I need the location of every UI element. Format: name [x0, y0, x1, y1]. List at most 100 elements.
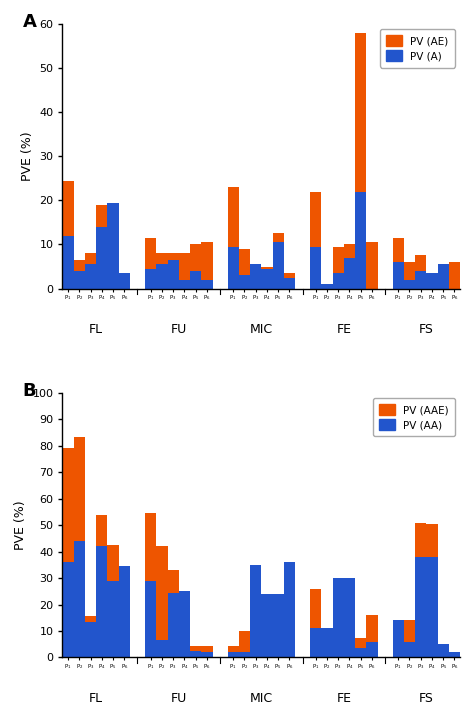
- Bar: [250, 565, 261, 657]
- Text: FU: FU: [171, 692, 187, 705]
- Bar: [201, 652, 212, 657]
- Bar: [179, 592, 190, 657]
- Bar: [145, 581, 156, 657]
- Bar: [239, 652, 250, 657]
- Y-axis label: PVE (%): PVE (%): [14, 500, 27, 550]
- Bar: [85, 265, 96, 288]
- Bar: [321, 284, 333, 288]
- Bar: [119, 566, 130, 657]
- Bar: [284, 562, 295, 657]
- Bar: [321, 628, 333, 657]
- Bar: [310, 247, 321, 288]
- Text: A: A: [23, 14, 36, 32]
- Bar: [392, 262, 404, 288]
- Text: B: B: [23, 382, 36, 400]
- Bar: [449, 262, 460, 288]
- Bar: [63, 236, 74, 288]
- Bar: [273, 594, 284, 657]
- Bar: [366, 642, 378, 657]
- Bar: [426, 557, 438, 657]
- Bar: [228, 187, 239, 247]
- Bar: [344, 578, 355, 657]
- Bar: [201, 280, 212, 288]
- Bar: [156, 546, 167, 640]
- Text: FE: FE: [337, 323, 351, 336]
- Bar: [74, 541, 85, 657]
- Bar: [85, 617, 96, 622]
- Text: FS: FS: [419, 692, 434, 705]
- Bar: [190, 271, 201, 288]
- Bar: [145, 269, 156, 288]
- Bar: [96, 515, 108, 546]
- Bar: [201, 242, 212, 280]
- Bar: [344, 244, 355, 257]
- Bar: [333, 273, 344, 288]
- Bar: [74, 260, 85, 271]
- Bar: [366, 615, 378, 642]
- Bar: [108, 581, 119, 657]
- Bar: [344, 257, 355, 288]
- Bar: [96, 546, 108, 657]
- Bar: [404, 642, 415, 657]
- Bar: [426, 273, 438, 288]
- Bar: [179, 280, 190, 288]
- Bar: [108, 545, 119, 581]
- Bar: [167, 570, 179, 593]
- Bar: [228, 247, 239, 288]
- Bar: [415, 271, 426, 288]
- Bar: [179, 253, 190, 280]
- Bar: [310, 589, 321, 628]
- Legend: PV (AAE), PV (AA): PV (AAE), PV (AA): [373, 398, 455, 437]
- Bar: [355, 33, 366, 191]
- Bar: [190, 645, 201, 651]
- Bar: [119, 273, 130, 288]
- Bar: [239, 631, 250, 652]
- Bar: [355, 637, 366, 648]
- Bar: [190, 244, 201, 271]
- Bar: [156, 265, 167, 288]
- Bar: [63, 181, 74, 236]
- Bar: [310, 628, 321, 657]
- Bar: [426, 524, 438, 557]
- Bar: [190, 651, 201, 657]
- Bar: [63, 448, 74, 562]
- Bar: [145, 513, 156, 581]
- Bar: [167, 260, 179, 288]
- Bar: [228, 652, 239, 657]
- Bar: [438, 265, 449, 288]
- Bar: [250, 265, 261, 288]
- Bar: [392, 238, 404, 262]
- Bar: [310, 191, 321, 247]
- Bar: [108, 203, 119, 288]
- Text: MIC: MIC: [250, 692, 273, 705]
- Bar: [449, 652, 460, 657]
- Text: FL: FL: [89, 692, 103, 705]
- Bar: [404, 280, 415, 288]
- Bar: [273, 234, 284, 242]
- Bar: [333, 247, 344, 273]
- Bar: [415, 557, 426, 657]
- Bar: [85, 622, 96, 657]
- Bar: [284, 273, 295, 277]
- Text: FE: FE: [337, 692, 351, 705]
- Text: MIC: MIC: [250, 323, 273, 336]
- Bar: [404, 620, 415, 642]
- Bar: [156, 253, 167, 265]
- Bar: [167, 593, 179, 657]
- Bar: [392, 620, 404, 657]
- Bar: [355, 648, 366, 657]
- Bar: [355, 191, 366, 288]
- Bar: [167, 253, 179, 260]
- Text: FL: FL: [89, 323, 103, 336]
- Bar: [74, 271, 85, 288]
- Bar: [404, 262, 415, 280]
- Legend: PV (AE), PV (A): PV (AE), PV (A): [380, 29, 455, 67]
- Bar: [261, 267, 273, 269]
- Bar: [96, 205, 108, 227]
- Bar: [228, 645, 239, 652]
- Bar: [239, 275, 250, 288]
- Bar: [239, 249, 250, 275]
- Bar: [156, 640, 167, 657]
- Bar: [284, 277, 295, 288]
- Y-axis label: PVE (%): PVE (%): [21, 131, 34, 181]
